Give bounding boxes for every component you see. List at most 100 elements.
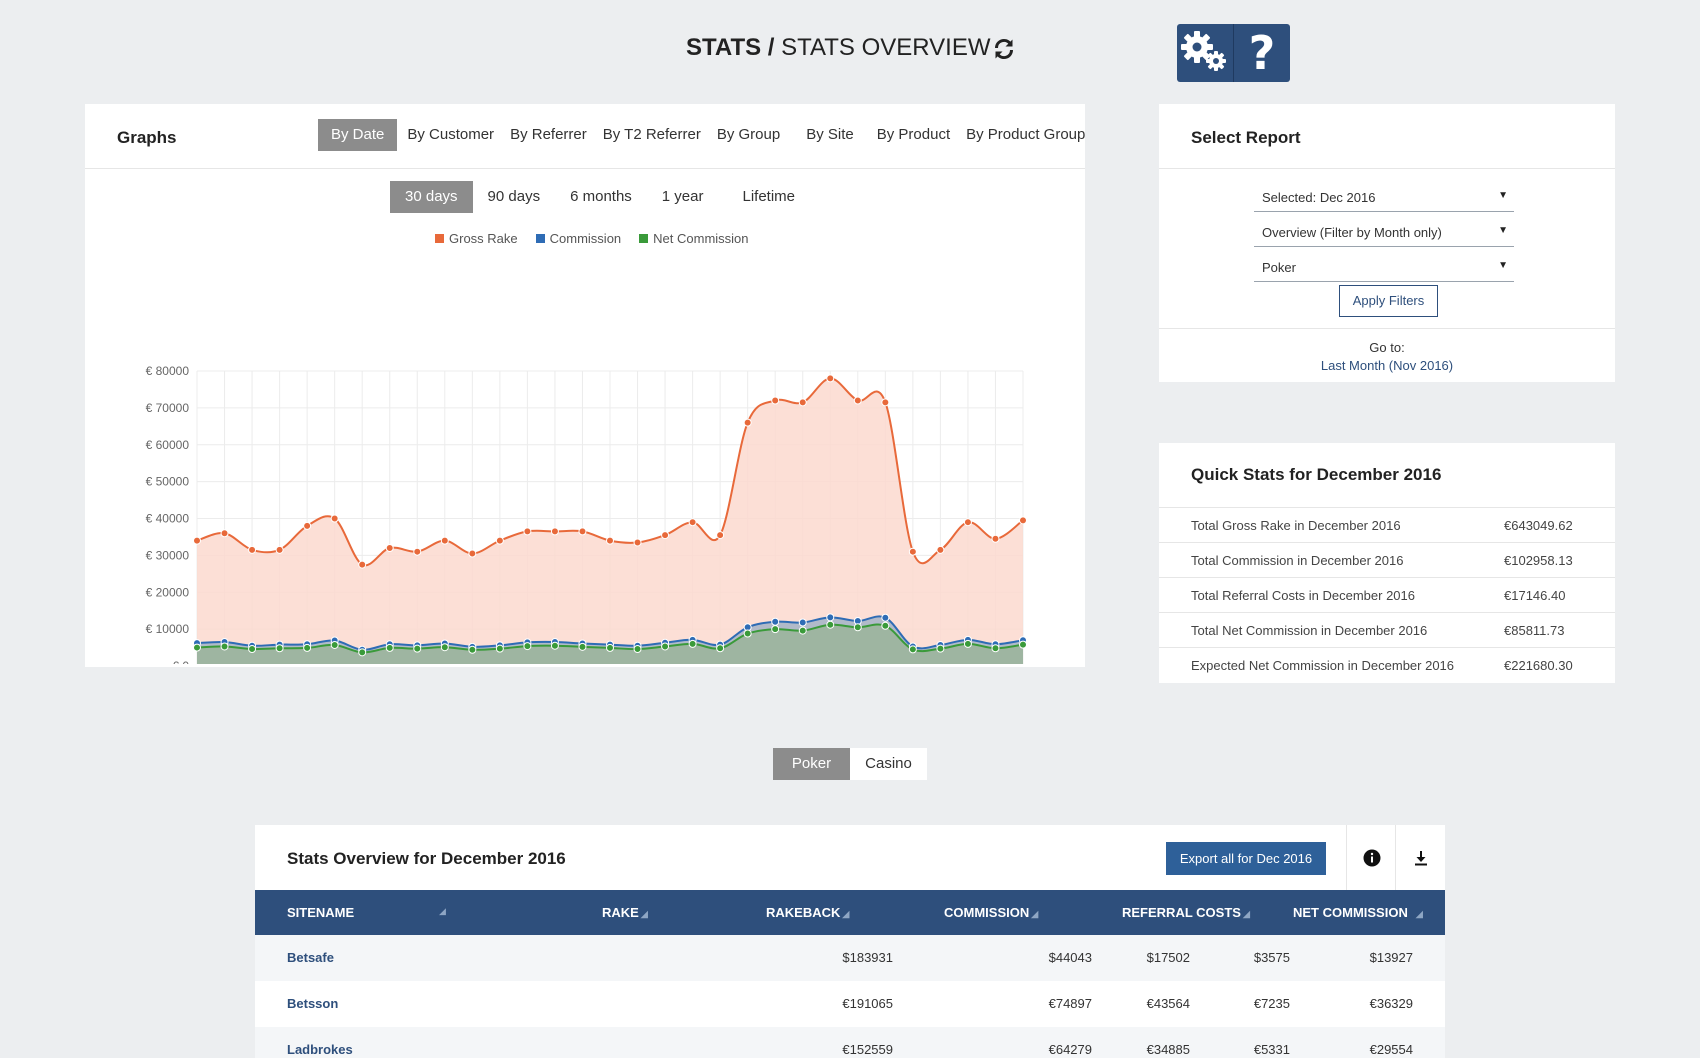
product-select[interactable]: Poker ▼ [1254, 254, 1514, 282]
legend-label: Gross Rake [449, 231, 518, 246]
column-header-sitename[interactable]: SITENAME [287, 905, 354, 920]
quick-stat-row: Total Referral Costs in December 2016 €17… [1159, 577, 1615, 612]
gross-rake-point [853, 396, 862, 405]
quick-stat-label: Total Commission in December 2016 [1191, 553, 1404, 568]
gross-rake-point [991, 534, 1000, 543]
month-select[interactable]: Selected: Dec 2016 ▼ [1254, 184, 1514, 212]
tab-by-product-group[interactable]: By Product Group [966, 126, 1086, 143]
sort-icon[interactable]: ◢ [439, 906, 446, 916]
legend-swatch [435, 234, 444, 243]
site-link[interactable]: Betsafe [287, 950, 334, 965]
graphs-title: Graphs [117, 128, 177, 147]
column-header-referral-costs[interactable]: REFERRAL COSTS ◢ [1122, 905, 1250, 920]
legend-net-commission[interactable]: Net Commission [639, 231, 749, 246]
quick-stat-row: Expected Net Commission in December 2016… [1159, 647, 1615, 682]
net-commission-point [440, 643, 449, 652]
net-commission-point [991, 644, 1000, 653]
tab-by-t2-referrer[interactable]: By T2 Referrer [602, 126, 701, 143]
tab-by-referrer[interactable]: By Referrer [510, 126, 587, 143]
table-header: SITENAME ◢ RAKE ◢ RAKEBACK ◢ COMMISSION ◢ R… [255, 890, 1445, 935]
net-commission-cell: €29554 [1369, 1042, 1413, 1057]
tab-by-date[interactable]: By Date [318, 119, 398, 151]
apply-filters-button[interactable]: Apply Filters [1339, 285, 1438, 317]
net-commission-point [936, 644, 945, 653]
quick-stat-value: €102958.13 [1504, 553, 1573, 568]
column-header-net-commission[interactable]: NET COMMISSION ◢ [1293, 905, 1423, 920]
y-tick-label: € 50000 [146, 475, 190, 489]
download-button[interactable] [1395, 825, 1445, 890]
quick-stat-value: €85811.73 [1504, 623, 1565, 638]
gross-rake-point [963, 518, 972, 527]
gross-rake-point [275, 545, 284, 554]
gross-rake-point [908, 547, 917, 556]
gross-rake-point [771, 396, 780, 405]
gross-rake-point [716, 531, 725, 540]
goto-label: Go to: [1369, 340, 1405, 355]
column-header-label: COMMISSION [944, 905, 1030, 920]
graphs-panel: Graphs By Date By Customer By Referrer B… [85, 104, 1085, 667]
legend-commission[interactable]: Commission [535, 231, 621, 246]
quick-stat-label: Total Net Commission in December 2016 [1191, 623, 1428, 638]
gears-icon [1180, 27, 1230, 80]
net-commission-point [826, 620, 835, 629]
legend-swatch [535, 234, 545, 243]
refresh-icon[interactable] [992, 37, 1016, 61]
y-tick-label: € 80000 [146, 364, 190, 378]
last-month-link[interactable]: Last Month (Nov 2016) [1320, 358, 1454, 373]
gross-rake-point [578, 527, 587, 536]
tab-by-product[interactable]: By Product [876, 126, 951, 143]
gross-rake-point [550, 527, 559, 536]
quick-stat-value: €643049.62 [1504, 518, 1573, 533]
select-report-panel: Select Report Selected: Dec 2016 ▼ Overvi… [1159, 104, 1615, 382]
site-link[interactable]: Betsson [287, 996, 339, 1011]
range-6-months[interactable]: 6 months [570, 188, 632, 205]
net-commission-point [275, 644, 284, 653]
net-commission-point [908, 645, 917, 654]
tab-by-customer[interactable]: By Customer [407, 126, 495, 143]
export-button[interactable]: Export all for Dec 2016 [1166, 842, 1326, 875]
commission-point [826, 613, 835, 622]
column-header-rake[interactable]: RAKE ◢ [602, 905, 648, 920]
quick-stat-label: Total Gross Rake in December 2016 [1191, 518, 1401, 533]
tab-poker[interactable]: Poker [773, 748, 850, 780]
gross-rake-point [220, 529, 229, 538]
range-30-days[interactable]: 30 days [390, 181, 473, 213]
tab-by-site[interactable]: By Site [806, 126, 854, 143]
net-commission-point [1019, 640, 1027, 649]
sort-icon: ◢ [842, 909, 850, 919]
help-button[interactable]: ? [1233, 24, 1290, 82]
rakeback-cell: €64279 [1048, 1042, 1092, 1057]
net-commission-area [197, 624, 1023, 664]
column-header-rakeback[interactable]: RAKEBACK ◢ [766, 905, 849, 920]
gross-rake-point [523, 527, 532, 536]
net-commission-point [193, 643, 201, 652]
select-report-divider [1159, 168, 1615, 169]
gross-rake-point [743, 418, 752, 427]
range-90-days[interactable]: 90 days [487, 188, 541, 205]
table-row: Betsafe $183931 $44043 $17502 $3575 $139… [255, 935, 1445, 981]
quick-stat-value: €17146.40 [1504, 588, 1566, 603]
info-button[interactable] [1346, 825, 1396, 890]
legend-swatch [639, 234, 649, 243]
net-commission-point [771, 625, 780, 634]
y-tick-label: € 0 [172, 659, 189, 664]
column-header-commission[interactable]: COMMISSION ◢ [944, 905, 1038, 920]
gross-rake-point [413, 547, 422, 556]
tab-by-group[interactable]: By Group [716, 126, 781, 143]
referral-cell: €5331 [1253, 1042, 1290, 1057]
quick-stat-label: Total Referral Costs in December 2016 [1191, 588, 1415, 603]
legend-gross-rake[interactable]: Gross Rake [435, 231, 518, 246]
gross-rake-point [358, 560, 367, 569]
gross-rake-point [330, 514, 339, 523]
product-toggle: Poker Casino [773, 748, 927, 780]
settings-button[interactable] [1177, 24, 1233, 82]
sort-icon: ◢ [640, 909, 648, 919]
range-lifetime[interactable]: Lifetime [742, 188, 796, 205]
report-type-select[interactable]: Overview (Filter by Month only) ▼ [1254, 219, 1514, 247]
site-link[interactable]: Ladbrokes [287, 1042, 353, 1057]
tab-casino[interactable]: Casino [850, 748, 927, 780]
select-report-title: Select Report [1191, 128, 1301, 147]
range-1-year[interactable]: 1 year [661, 188, 704, 205]
net-commission-point [716, 644, 725, 653]
gross-rake-point [495, 536, 504, 545]
